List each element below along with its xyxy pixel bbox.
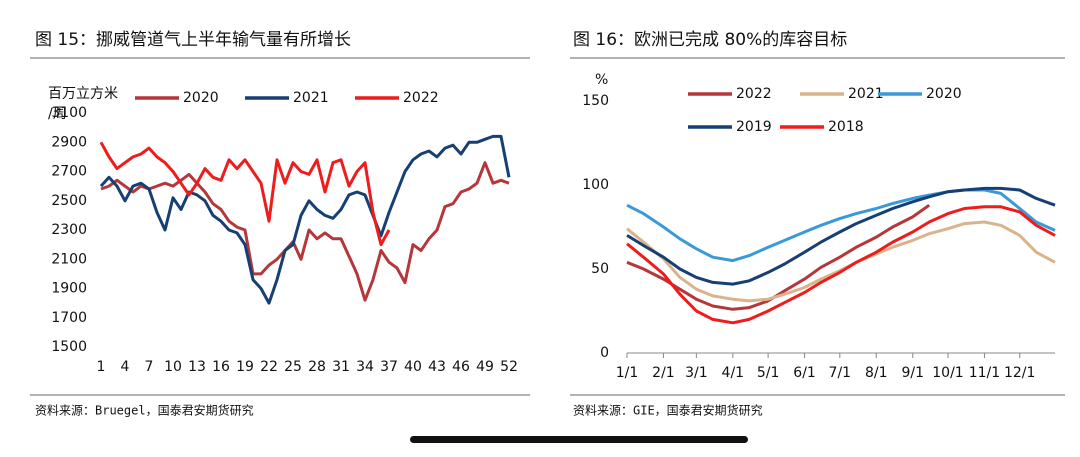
line-series xyxy=(626,220,1056,303)
y-tick-label: 2100 xyxy=(51,251,87,267)
x-tick-label: 19 xyxy=(236,359,254,375)
home-indicator xyxy=(410,436,748,443)
legend-label: 2021 xyxy=(848,86,884,102)
line-series xyxy=(100,161,510,302)
legend-label: 2020 xyxy=(183,90,219,106)
chart-title: 图 16：欧洲已完成 80%的库容目标 xyxy=(573,30,847,50)
legend-label: 2022 xyxy=(403,90,439,106)
x-tick-label: 7 xyxy=(145,359,154,375)
x-tick-label: 1/1 xyxy=(616,365,639,381)
legend-label: 2019 xyxy=(736,119,772,135)
legend-label: 2022 xyxy=(736,86,772,102)
x-tick-label: 13 xyxy=(188,359,206,375)
legend-label: 2021 xyxy=(293,90,329,106)
y-axis-label: 百万立方米 xyxy=(48,86,118,102)
y-tick-label: 50 xyxy=(591,261,609,277)
x-tick-label: 2/1 xyxy=(652,365,675,381)
x-tick-label: 6/1 xyxy=(793,365,816,381)
x-tick-label: 43 xyxy=(428,359,446,375)
x-tick-label: 1 xyxy=(97,359,106,375)
y-tick-label: 1700 xyxy=(51,310,87,326)
line-series xyxy=(626,203,931,311)
y-tick-label: 0 xyxy=(600,345,609,361)
x-tick-label: 10/1 xyxy=(932,365,963,381)
y-tick-label: 150 xyxy=(582,93,609,109)
legend-label: 2018 xyxy=(828,119,864,135)
x-tick-label: 31 xyxy=(332,359,350,375)
x-tick-label: 4 xyxy=(121,359,130,375)
y-tick-label: 2300 xyxy=(51,222,87,238)
line-series xyxy=(99,141,391,247)
x-tick-label: 34 xyxy=(356,359,374,375)
x-tick-label: 7/1 xyxy=(829,365,852,381)
source: 资料来源：Bruegel，国泰君安期货研究 xyxy=(35,403,254,418)
x-tick-label: 9/1 xyxy=(901,365,924,381)
x-tick-label: 11/1 xyxy=(969,365,1000,381)
x-tick-label: 40 xyxy=(404,359,422,375)
line-series xyxy=(626,186,1056,286)
x-tick-label: 28 xyxy=(308,359,326,375)
y-tick-label: 3100 xyxy=(51,105,87,121)
x-tick-label: 12/1 xyxy=(1004,365,1035,381)
x-tick-label: 3/1 xyxy=(685,365,708,381)
x-tick-label: 16 xyxy=(212,359,230,375)
x-tick-label: 5/1 xyxy=(757,365,780,381)
y-tick-label: 2500 xyxy=(51,193,87,209)
x-tick-label: 10 xyxy=(164,359,182,375)
y-tick-label: 2900 xyxy=(51,134,87,150)
x-tick-label: 25 xyxy=(284,359,302,375)
y-tick-label: 1500 xyxy=(51,339,87,355)
x-tick-label: 49 xyxy=(476,359,494,375)
legend-label: 2020 xyxy=(926,86,962,102)
source: 资料来源：GIE，国泰君安期货研究 xyxy=(573,403,763,418)
y-tick-label: 100 xyxy=(582,177,609,193)
chart-title: 图 15：挪威管道气上半年输气量有所增长 xyxy=(35,30,351,50)
line-series xyxy=(99,134,511,305)
y-tick-label: 1900 xyxy=(51,281,87,297)
x-tick-label: 4/1 xyxy=(722,365,745,381)
x-tick-label: 8/1 xyxy=(865,365,888,381)
line-series xyxy=(626,205,1056,325)
y-axis-label: /周 xyxy=(48,106,67,122)
x-tick-label: 37 xyxy=(380,359,398,375)
x-tick-label: 46 xyxy=(452,359,470,375)
y-tick-label: 2700 xyxy=(51,164,87,180)
x-tick-label: 52 xyxy=(500,359,518,375)
line-series xyxy=(626,188,1056,263)
x-tick-label: 22 xyxy=(260,359,278,375)
y-axis-label: % xyxy=(595,72,608,88)
